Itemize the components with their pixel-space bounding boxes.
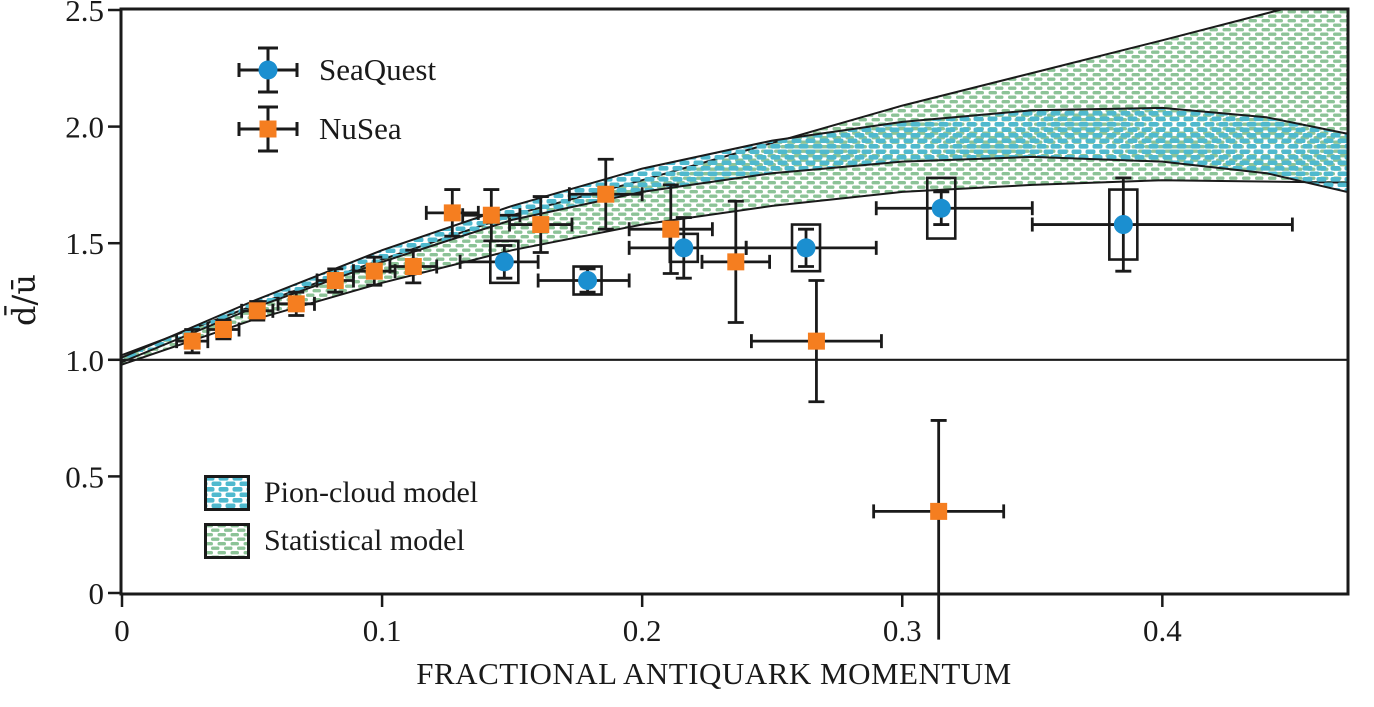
y-tick-label: 0 (89, 576, 105, 611)
nusea-point (482, 206, 500, 224)
legend-label-statistical: Statistical model (264, 524, 465, 557)
nusea-point (365, 262, 383, 280)
band-edge-upper-blue (122, 106, 1347, 359)
seaquest-point (494, 252, 514, 272)
seaquest-point (1113, 215, 1133, 235)
x-tick-label: 0.2 (623, 613, 662, 648)
y-tick-label: 1.5 (65, 226, 104, 261)
nusea-point (404, 258, 422, 276)
ticks (108, 8, 1164, 607)
y-tick-label: 2.0 (65, 110, 104, 145)
nusea-point (326, 272, 344, 290)
nusea-point (443, 204, 461, 222)
band-fill-blue (122, 107, 1347, 363)
band-edge-lower-green (122, 179, 1347, 366)
series-seaquest (458, 176, 1294, 296)
plot-box (119, 7, 1350, 596)
legend-item-pion-cloud: Pion-cloud model (204, 469, 478, 517)
pion-cloud-swatch-icon (204, 475, 250, 511)
seaquest-errorbar-icon (237, 46, 299, 93)
legend-data-series: SeaQuest NuSea (233, 40, 436, 158)
seaquest-point (674, 238, 694, 258)
nusea-point (248, 302, 266, 320)
x-tick-label: 0.4 (1143, 613, 1182, 648)
legend-label-seaquest: SeaQuest (319, 51, 437, 87)
systematic-box (790, 223, 822, 273)
series-nusea (175, 157, 1006, 640)
systematic-box (1108, 188, 1139, 261)
nusea-point (662, 220, 680, 238)
nusea-point (287, 295, 305, 313)
x-tick-label: 0.3 (883, 613, 922, 648)
legend-label-nusea: NuSea (319, 110, 402, 146)
seaquest-point (931, 198, 951, 218)
legend-item-statistical: Statistical model (204, 517, 478, 565)
nusea-errorbar-icon (237, 105, 299, 152)
nusea-point (807, 332, 825, 350)
nusea-point (597, 185, 615, 203)
legend-models: Pion-cloud model Statistical model (204, 469, 478, 565)
systematic-box (489, 239, 520, 285)
nusea-point (214, 320, 232, 338)
nusea-point (930, 502, 948, 520)
band-fill-green (122, 10, 1347, 365)
seaquest-point (578, 271, 598, 291)
y-axis-label: d̄/ū (5, 274, 43, 326)
legend-item-seaquest: SeaQuest (233, 40, 436, 99)
y-tick-label: 1.0 (65, 343, 104, 378)
legend-item-nusea: NuSea (233, 99, 436, 158)
x-tick-label: 0 (114, 613, 130, 648)
y-tick-label: 2.5 (65, 0, 104, 28)
statistical-swatch-icon (204, 523, 250, 559)
nusea-point (727, 253, 745, 271)
legend-label-pion-cloud: Pion-cloud model (264, 476, 479, 509)
y-tick-label: 0.5 (65, 459, 104, 494)
x-axis-label: FRACTIONAL ANTIQUARK MOMENTUM (416, 656, 1012, 691)
x-tick-label: 0.1 (363, 613, 402, 648)
nusea-point (183, 332, 201, 350)
systematic-box (572, 265, 603, 296)
nusea-point (532, 216, 550, 234)
seaquest-point (796, 238, 816, 258)
systematic-box (925, 176, 957, 240)
